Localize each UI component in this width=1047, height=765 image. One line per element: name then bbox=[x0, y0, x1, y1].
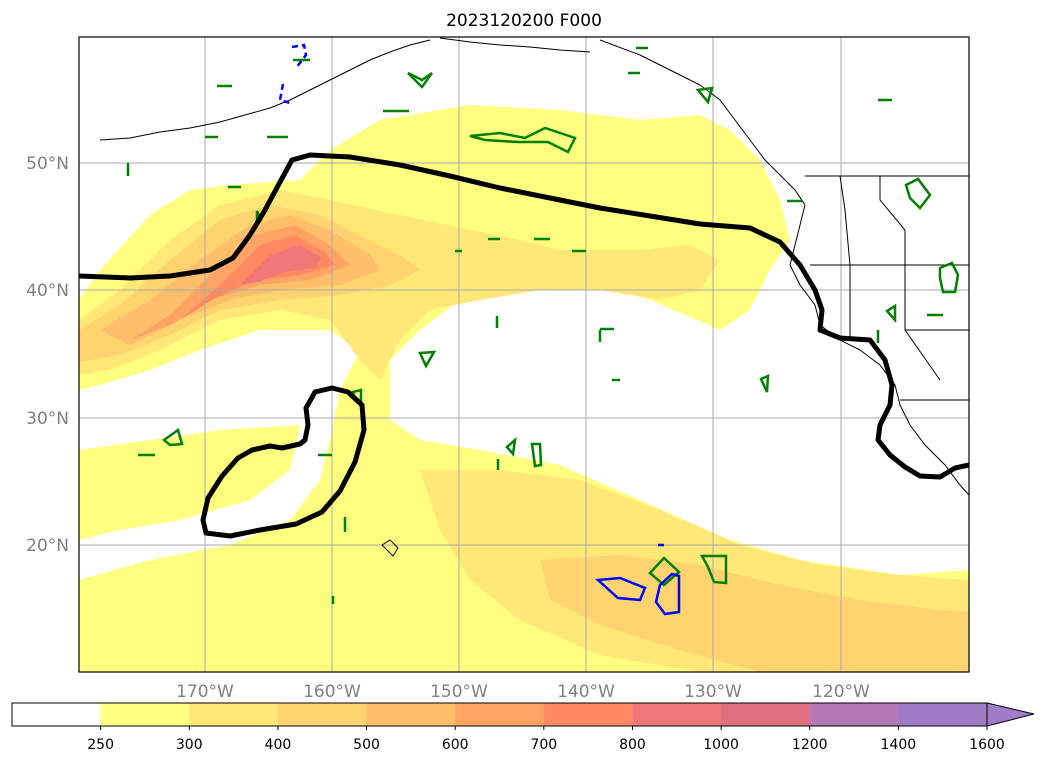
lat-label: 20°N bbox=[26, 536, 69, 556]
colorbar-tick-label: 1600 bbox=[969, 737, 1005, 753]
colorbar-segment bbox=[189, 703, 279, 726]
colorbar-tick-label: 1200 bbox=[792, 737, 828, 753]
colorbar-segment bbox=[366, 703, 456, 726]
lon-label: 140°W bbox=[557, 682, 615, 702]
graticule bbox=[79, 37, 969, 672]
colorbar-tick-label: 300 bbox=[176, 737, 203, 753]
colorbar: 250 300 400 500 600 700 800 1000 1200 1400 1600 bbox=[11, 702, 1035, 753]
colorbar-segment bbox=[277, 703, 368, 726]
lon-label: 130°W bbox=[684, 682, 742, 702]
colorbar-tick-label: 1000 bbox=[703, 737, 739, 753]
lon-label: 160°W bbox=[303, 682, 361, 702]
lon-label: 120°W bbox=[812, 682, 870, 702]
colorbar-segment bbox=[543, 703, 633, 726]
colorbar-tick-label: 400 bbox=[265, 737, 292, 753]
colorbar-segment bbox=[100, 703, 190, 726]
lat-label: 30°N bbox=[26, 409, 69, 429]
colorbar-tick-labels: 250 300 400 500 600 700 800 1000 1200 1400 1600 bbox=[87, 726, 1005, 753]
colorbar-tick-label: 600 bbox=[442, 737, 469, 753]
lon-label: 170°W bbox=[176, 682, 234, 702]
longitude-labels: 170°W 160°W 150°W 140°W 130°W 120°W bbox=[176, 682, 870, 702]
colorbar-tick-label: 500 bbox=[353, 737, 380, 753]
colorbar-segment bbox=[809, 703, 899, 726]
map-title: 2023120200 F000 bbox=[446, 11, 602, 31]
colorbar-segment bbox=[721, 703, 811, 726]
colorbar-outline bbox=[11, 702, 988, 727]
colorbar-tick-label: 250 bbox=[87, 737, 114, 753]
colorbar-segment bbox=[632, 703, 722, 726]
colorbar-tick-label: 700 bbox=[530, 737, 557, 753]
map-panel bbox=[79, 37, 969, 672]
blue-contours bbox=[278, 43, 681, 616]
colorbar-segment bbox=[898, 703, 988, 726]
lon-label: 150°W bbox=[430, 682, 488, 702]
latitude-labels: 50°N 40°N 30°N 20°N bbox=[26, 154, 69, 556]
map-frame bbox=[78, 36, 970, 673]
colorbar-tick-label: 1400 bbox=[881, 737, 917, 753]
jet-contour bbox=[79, 152, 969, 539]
colorbar-segment bbox=[12, 703, 102, 726]
colorbar-tick-label: 800 bbox=[619, 737, 646, 753]
colorbar-segments bbox=[12, 703, 988, 726]
colorbar-segment bbox=[455, 703, 545, 726]
lat-label: 40°N bbox=[26, 281, 69, 301]
lat-label: 50°N bbox=[26, 154, 69, 174]
colorbar-extend-arrow bbox=[986, 702, 1035, 727]
filled-contours bbox=[79, 105, 969, 672]
